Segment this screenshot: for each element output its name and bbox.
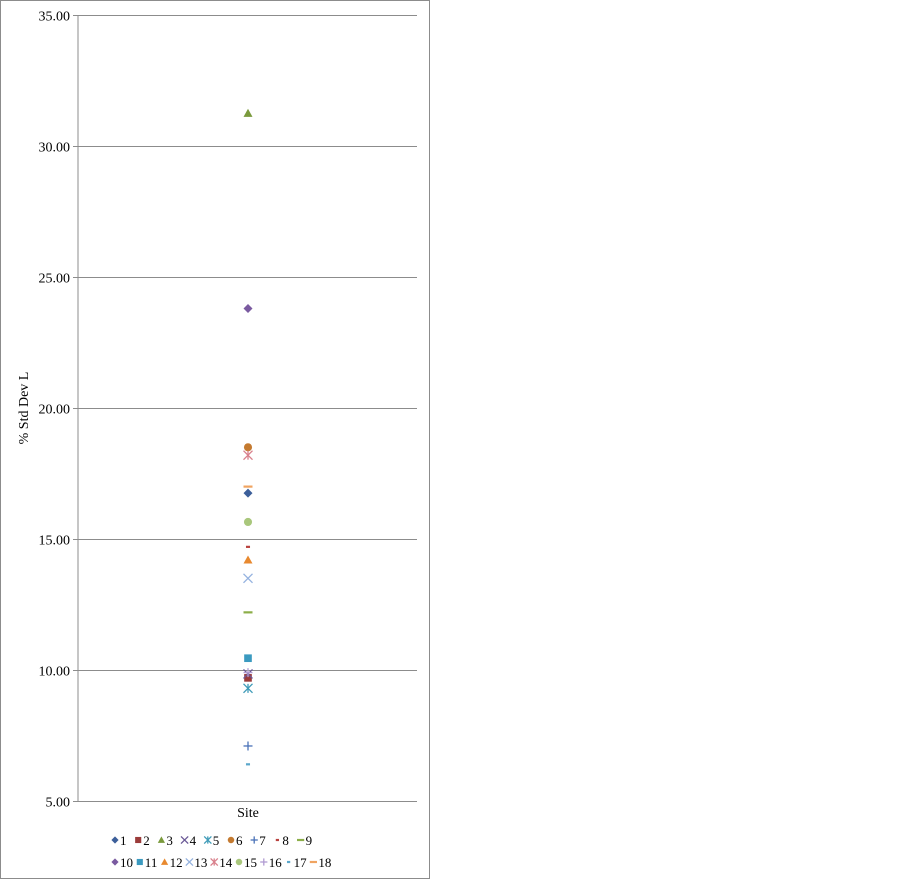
scatter-chart: 5.00 10.00 15.00 20.00 25.00 30.00 35.00 % Std… (17, 10, 417, 870)
data-point-series-12 (243, 555, 253, 564)
data-point-series-6 (243, 443, 253, 452)
y-tick-label: 30.00 (39, 141, 71, 156)
legend-item-2: 2 (135, 833, 150, 848)
chart-frame: 5.00 10.00 15.00 20.00 25.00 30.00 35.00 % Std… (0, 0, 430, 879)
data-point-series-2 (244, 674, 252, 682)
legend-item-5: 5 (203, 833, 220, 848)
legend-label: 5 (213, 833, 220, 848)
legend: 1 2 3 4 5 6 7 8 910 11 12 13 14 15 16 17 18 (111, 833, 331, 870)
legend-item-18: 18 (309, 855, 331, 870)
data-point-series-15 (243, 517, 253, 527)
data-points (243, 108, 253, 766)
data-point-series-3 (243, 108, 253, 117)
y-tick-label: 15.00 (39, 534, 71, 549)
legend-item-4: 4 (180, 833, 197, 848)
data-point-series-7 (243, 741, 253, 751)
legend-label: 11 (145, 855, 158, 870)
legend-label: 15 (244, 855, 257, 870)
y-tick-label: 35.00 (39, 10, 71, 25)
legend-item-12: 12 (161, 855, 183, 870)
legend-item-17: 17 (286, 855, 308, 870)
legend-label: 12 (170, 855, 183, 870)
legend-label: 1 (120, 833, 127, 848)
legend-label: 10 (120, 855, 133, 870)
legend-item-9: 9 (297, 833, 312, 848)
legend-item-8: 8 (275, 833, 289, 848)
legend-label: 7 (259, 833, 266, 848)
data-point-series-10 (243, 303, 253, 313)
legend-label: 16 (269, 855, 283, 870)
gridlines (73, 15, 417, 802)
legend-label: 2 (143, 833, 150, 848)
legend-item-13: 13 (185, 855, 207, 870)
legend-label: 3 (166, 833, 173, 848)
data-point-series-11 (244, 654, 252, 663)
legend-item-10: 10 (111, 855, 133, 870)
legend-item-16: 16 (260, 855, 282, 870)
legend-label: 14 (219, 855, 233, 870)
x-axis-category-label: Site (237, 806, 259, 821)
y-tick-label: 20.00 (39, 403, 71, 418)
legend-item-11: 11 (136, 855, 158, 870)
legend-item-1: 1 (111, 833, 127, 848)
legend-label: 9 (306, 833, 313, 848)
data-point-series-16 (243, 668, 253, 678)
legend-label: 18 (318, 855, 331, 870)
data-point-series-14 (243, 450, 253, 461)
y-axis-title: % Std Dev L (17, 372, 32, 445)
legend-label: 4 (190, 833, 197, 848)
legend-item-7: 7 (250, 833, 266, 848)
legend-label: 13 (194, 855, 207, 870)
y-tick-label: 25.00 (39, 272, 71, 287)
data-point-series-5 (243, 683, 253, 694)
legend-label: 17 (294, 855, 308, 870)
legend-label: 8 (282, 833, 289, 848)
legend-item-3: 3 (157, 833, 173, 848)
legend-item-6: 6 (227, 833, 243, 848)
legend-item-14: 14 (210, 855, 233, 870)
data-point-series-13 (243, 573, 253, 584)
y-tick-label: 10.00 (39, 665, 71, 680)
legend-label: 6 (236, 833, 243, 848)
data-point-series-1 (243, 488, 253, 498)
legend-item-15: 15 (235, 855, 257, 870)
y-tick-label: 5.00 (46, 796, 71, 811)
y-tick-labels: 5.00 10.00 15.00 20.00 25.00 30.00 35.00 (39, 10, 71, 811)
